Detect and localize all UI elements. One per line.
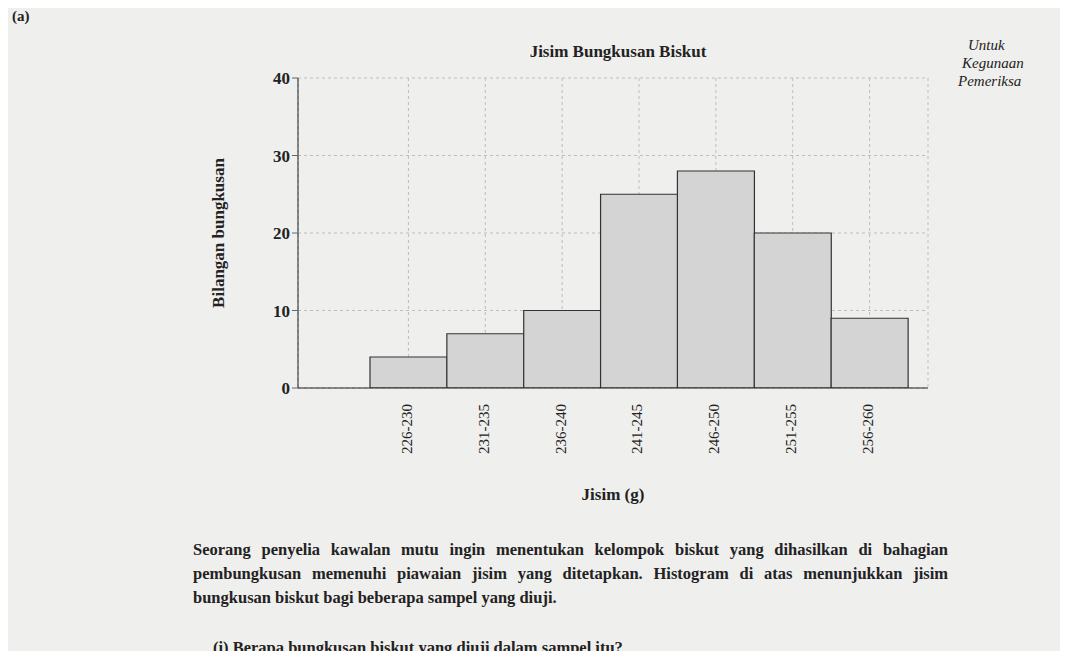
svg-text:251-255: 251-255 [783,404,799,454]
svg-text:Jisim (g): Jisim (g) [582,485,645,504]
svg-text:Bilangan bungkusan: Bilangan bungkusan [209,158,228,308]
svg-text:236-240: 236-240 [553,404,569,454]
html-text:Seorang penyelia kawalan mutu: Seorang penyelia kawalan mutu ingin mene… [193,540,948,607]
html-text:(a): (a) [12,8,30,24]
svg-text:246-250: 246-250 [706,404,722,454]
html-text:Kegunaan: Kegunaan [962,55,1024,71]
svg-text:40: 40 [273,69,290,88]
svg-text:226-230: 226-230 [399,404,415,454]
html-text:Pemeriksa: Pemeriksa [958,73,1022,89]
svg-text:10: 10 [273,302,290,321]
svg-text:20: 20 [273,224,290,243]
svg-text:256-260: 256-260 [860,404,876,454]
svg-text:231-235: 231-235 [476,404,492,454]
html-text:Untuk: Untuk [968,37,1005,53]
svg-text:0: 0 [282,379,291,398]
svg-text:30: 30 [273,147,290,166]
svg-text:241-245: 241-245 [629,404,645,454]
html-text:Jisim Bungkusan Biskut: Jisim Bungkusan Biskut [529,42,707,61]
